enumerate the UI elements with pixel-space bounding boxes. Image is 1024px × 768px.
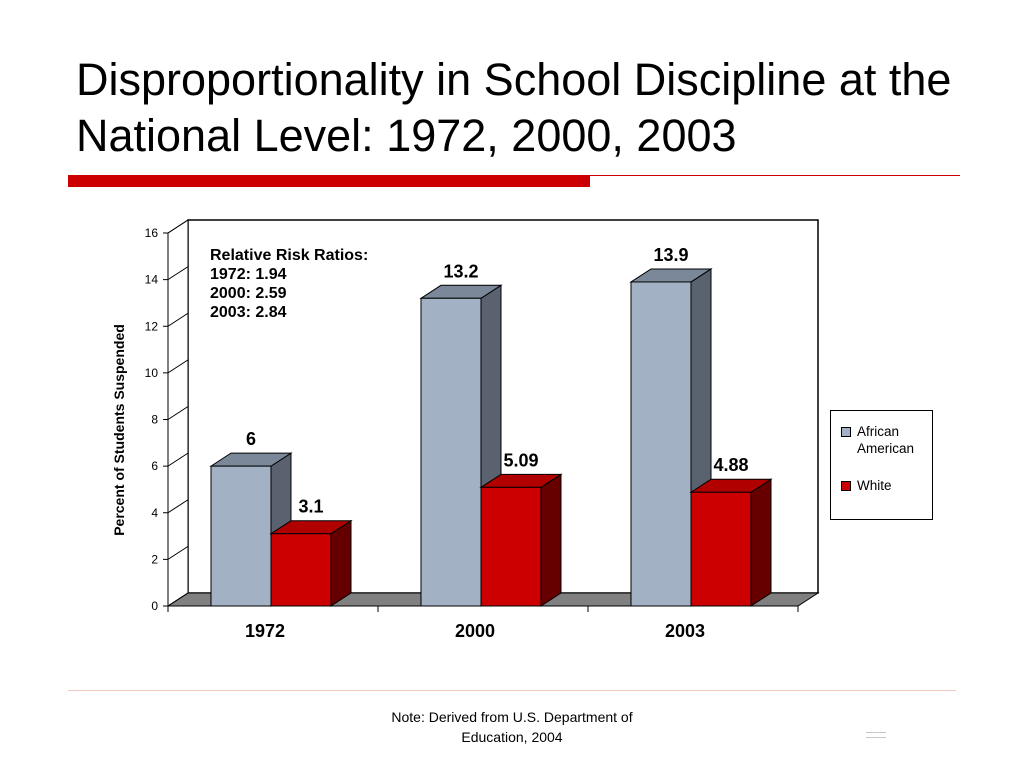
x-category-label: 2000: [455, 621, 495, 641]
x-category-label: 2003: [665, 621, 705, 641]
slide-title: Disproportionality in School Discipline …: [76, 54, 952, 161]
data-label-african-american-2000: 13.2: [443, 261, 478, 281]
y-tick-diagonal: [167, 406, 189, 420]
data-label-african-american-1972: 6: [246, 429, 256, 449]
y-tick-label: 2: [151, 552, 158, 566]
legend-item-white: White: [841, 477, 937, 494]
legend-label-african-american: African American: [857, 424, 915, 456]
annotation-heading: Relative Risk Ratios:: [210, 247, 368, 264]
data-label-white-2000: 5.09: [503, 450, 538, 470]
bar-african-american-1972: [210, 465, 272, 607]
y-tick-diagonal: [167, 359, 189, 374]
y-tick-diagonal: [167, 545, 189, 560]
y-tick-diagonal: [167, 266, 189, 281]
y-tick-diagonal: [167, 452, 189, 467]
annotation-line: 2000: 2.59: [210, 285, 287, 302]
title-underline-accent: [68, 175, 590, 187]
bar-white-2003: [690, 491, 752, 607]
y-tick-label: 4: [151, 506, 158, 520]
data-label-white-1972: 3.1: [298, 497, 323, 517]
footer-divider: [68, 690, 956, 691]
bar-white-2000: [480, 486, 542, 607]
y-tick-diagonal: [167, 499, 189, 514]
y-tick-diagonal: [167, 312, 189, 327]
y-tick-label: 12: [145, 319, 159, 333]
bar-white-2000-side: [540, 473, 562, 607]
annotation-line: 1972: 1.94: [210, 266, 287, 283]
legend-swatch-african-american: [841, 427, 851, 437]
y-tick-label: 0: [151, 599, 158, 613]
y-tick-label: 10: [145, 366, 159, 380]
bar-white-1972: [270, 533, 332, 607]
data-label-white-2003: 4.88: [713, 455, 748, 475]
data-label-african-american-2003: 13.9: [653, 245, 688, 265]
bar-african-american-2000: [420, 297, 482, 607]
y-tick-diagonal: [167, 592, 189, 607]
y-tick-label: 8: [151, 413, 158, 427]
y-tick-diagonal: [167, 219, 189, 234]
legend-swatch-white: [841, 481, 851, 491]
bar-white-1972-side: [330, 519, 352, 607]
bar-white-2003-side: [750, 478, 772, 607]
source-footnote: Note: Derived from U.S. Department of Ed…: [391, 709, 633, 745]
annotation-line: 2003: 2.84: [210, 304, 287, 321]
y-tick-label: 14: [145, 273, 159, 287]
y-tick-label: 16: [145, 226, 159, 240]
legend-label-white: White: [857, 478, 892, 493]
x-category-label: 1972: [245, 621, 285, 641]
chart-legend: African American White: [830, 410, 933, 520]
y-tick-label: 6: [151, 459, 158, 473]
legend-item-african-american: African American: [841, 423, 937, 457]
y-axis-title: Percent of Students Suspended: [111, 324, 127, 536]
slide-logo-mark: [866, 732, 886, 738]
bar-african-american-2003: [630, 281, 692, 607]
